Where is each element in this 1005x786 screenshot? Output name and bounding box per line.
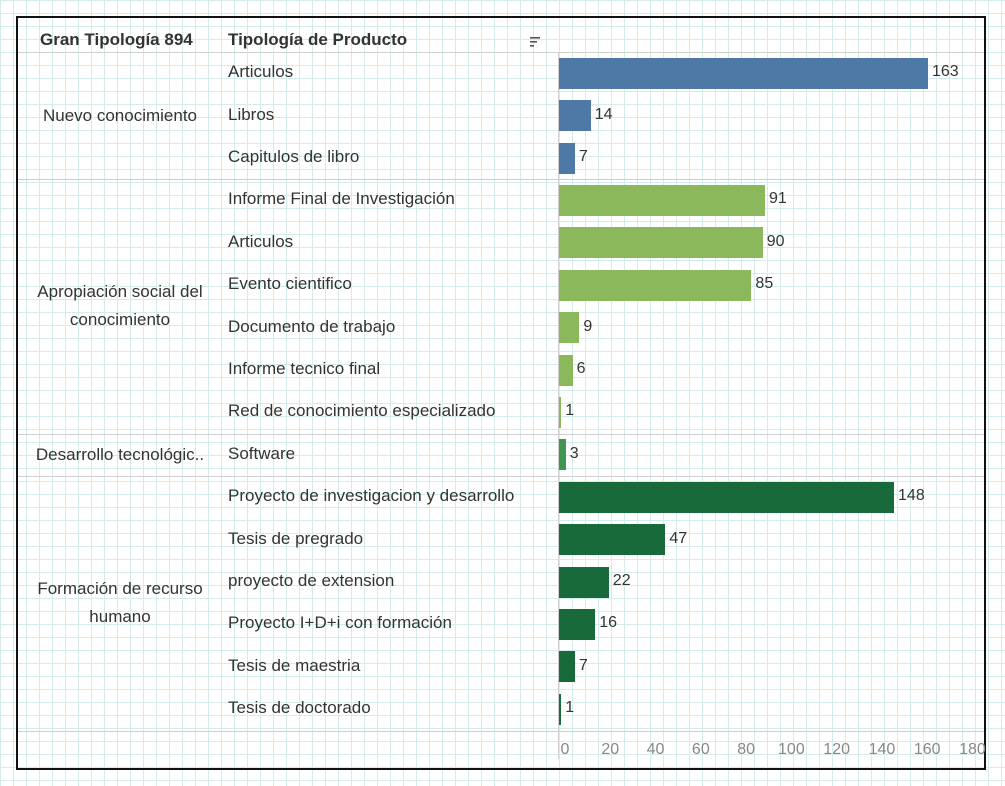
bar[interactable] [559, 396, 562, 428]
row-label: Informe tecnico final [228, 359, 381, 378]
data-label: 6 [576, 360, 586, 377]
data-label: 7 [578, 656, 588, 674]
group-label: Apropiación social del conocimiento [37, 282, 203, 330]
data-label: 16 [599, 614, 618, 632]
x-tick-label: 20 [601, 741, 620, 758]
row-label: Articulos [228, 62, 294, 82]
row-label: Tesis de maestria [228, 655, 361, 675]
data-label: 163 [932, 63, 959, 81]
row-label: Articulos [228, 231, 294, 251]
x-tick-label: 160 [913, 741, 941, 758]
x-tick-label: 0 [560, 741, 570, 758]
group-label: Nuevo conocimiento [42, 105, 198, 125]
data-label: 85 [755, 275, 774, 293]
group-separator [18, 433, 984, 435]
row-label: Libros [228, 104, 275, 124]
data-label: 47 [669, 529, 688, 547]
axis-separator [18, 731, 984, 732]
row-label: Tesis de doctorado [228, 698, 371, 718]
x-tick-label: 140 [868, 741, 896, 758]
bar[interactable] [559, 481, 895, 513]
row-label: Informe Final de Investigación [228, 189, 455, 209]
x-tick-label: 60 [691, 741, 710, 758]
data-label: 9 [583, 317, 593, 335]
x-tick-label: 80 [737, 741, 755, 758]
row-label: proyecto de extension [228, 571, 395, 590]
data-label: 90 [766, 232, 785, 250]
bar[interactable] [559, 312, 580, 344]
data-label: 148 [898, 487, 925, 505]
x-tick-label: 100 [778, 741, 805, 758]
row-label: Proyecto de investigacion y desarrollo [228, 486, 515, 506]
data-label: 7 [578, 148, 588, 165]
data-label: 3 [569, 444, 579, 462]
bar[interactable] [559, 439, 566, 471]
row-label: Software [228, 443, 296, 463]
type-column-header[interactable]: Tipología de Producto [228, 30, 408, 49]
bar[interactable] [559, 227, 763, 259]
data-label: 22 [612, 572, 631, 589]
row-label: Tesis de pregrado [228, 528, 364, 548]
x-tick-label: 180 [959, 741, 986, 758]
row-label: Proyecto I+D+i con formación [228, 613, 452, 633]
value-axis-line [558, 52, 559, 759]
row-label: Documento de trabajo [228, 316, 396, 336]
group-separator [18, 179, 984, 181]
data-label: 14 [594, 105, 613, 123]
header-separator [18, 52, 984, 53]
group-label: Formación de recurso humano [37, 579, 203, 627]
group-label: Desarrollo tecnológic.. [35, 444, 205, 464]
bar[interactable] [559, 651, 575, 683]
group-separator [18, 476, 984, 477]
data-label: 1 [565, 699, 575, 717]
bar[interactable] [559, 184, 765, 216]
row-label: Evento cientifico [228, 274, 352, 294]
bar[interactable] [559, 524, 666, 556]
bar[interactable] [559, 57, 928, 89]
chart-frame [16, 16, 986, 770]
data-label: 1 [565, 402, 575, 420]
group-column-header[interactable]: Gran Tipología 894 [40, 30, 193, 49]
bar[interactable] [559, 693, 562, 725]
bar[interactable] [559, 142, 575, 174]
x-tick-label: 120 [823, 741, 851, 758]
bar[interactable] [559, 566, 609, 598]
bar[interactable] [559, 100, 591, 132]
row-label: Capitulos de libro [228, 147, 360, 166]
row-label: Red de conocimiento especializado [228, 401, 496, 421]
data-label: 91 [769, 190, 787, 208]
bar[interactable] [559, 354, 573, 386]
bar[interactable] [559, 269, 752, 301]
x-tick-label: 40 [646, 741, 665, 758]
sort-icon[interactable] [530, 36, 542, 48]
bar[interactable] [559, 608, 596, 640]
